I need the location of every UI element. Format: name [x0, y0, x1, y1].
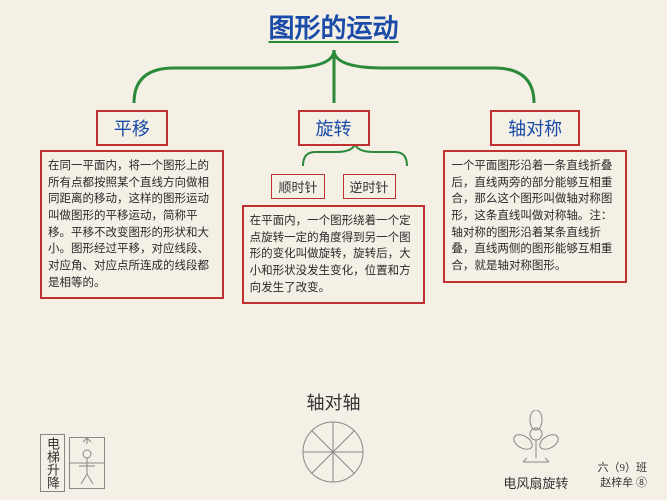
fan-icon	[501, 410, 571, 466]
header-translate: 平移	[96, 110, 168, 146]
elevator-box	[69, 437, 105, 489]
header-symmetry: 轴对称	[490, 110, 580, 146]
top-bracket	[124, 48, 544, 108]
body-symmetry: 一个平面图形沿着一条直线折叠后，直线两旁的部分能够互相重合，那么这个图形叫做轴对…	[443, 150, 627, 283]
diagram-elevator: 电梯升降	[40, 434, 222, 492]
body-rotate: 在平面内，一个图形绕着一个定点旋转一定的角度得到另一个图形的变化叫做旋转，旋转后…	[242, 205, 426, 304]
signature-name: 赵梓牟 ⑧	[598, 476, 648, 490]
page-title: 图形的运动	[0, 0, 667, 45]
columns-container: 平移 在同一平面内，将一个图形上的所有点都按照某个直线方向做相同距离的移动，这样…	[40, 110, 627, 304]
signature: 六（9）班 赵梓牟 ⑧	[598, 461, 648, 490]
sub-headers: 顺时针 逆时针	[271, 174, 395, 199]
bottom-diagrams: 电梯升降 轴对轴	[40, 389, 627, 492]
sub-counterclockwise: 逆时针	[343, 174, 396, 199]
col-rotate: 旋转 顺时针 逆时针 在平面内，一个图形绕着一个定点旋转一定的角度得到另一个图形…	[242, 110, 426, 304]
sub-clockwise: 顺时针	[271, 174, 324, 199]
symmetry-label: 轴对轴	[242, 389, 424, 415]
body-translate: 在同一平面内，将一个图形上的所有点都按照某个直线方向做相同距离的移动，这样的图形…	[40, 150, 224, 299]
signature-class: 六（9）班	[598, 461, 648, 475]
col-translate: 平移 在同一平面内，将一个图形上的所有点都按照某个直线方向做相同距离的移动，这样…	[40, 110, 224, 304]
header-rotate: 旋转	[298, 110, 370, 146]
elevator-icon	[70, 438, 104, 488]
col-symmetry: 轴对称 一个平面图形沿着一条直线折叠后，直线两旁的部分能够互相重合，那么这个图形…	[443, 110, 627, 304]
elevator-label: 电梯升降	[40, 434, 65, 492]
diagram-symmetry: 轴对轴	[242, 389, 424, 492]
wheel-icon	[293, 417, 373, 487]
